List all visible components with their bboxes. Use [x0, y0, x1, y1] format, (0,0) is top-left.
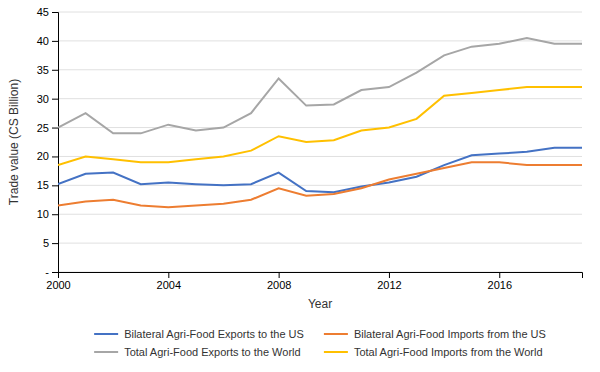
x-axis: 2000 2004 2008 2012 2016	[46, 272, 582, 291]
x-tick: 2008	[267, 272, 291, 291]
grid-line	[58, 214, 582, 215]
y-tick-mark	[52, 99, 58, 100]
grid-line	[58, 185, 582, 186]
x-tick-mark	[499, 272, 500, 278]
x-tick-mark	[389, 272, 390, 278]
y-tick-label: 40	[37, 35, 49, 47]
y-tick-label: -	[45, 266, 49, 278]
y-tick-mark	[52, 243, 58, 244]
x-axis-line	[59, 273, 583, 279]
x-tick: 2012	[377, 272, 401, 291]
y-axis: - 5 10 15 20 25 30 35 40 45	[37, 6, 59, 278]
y-tick-label: 25	[37, 122, 49, 134]
legend: Bilateral Agri-Food Exports to the US Bil…	[94, 328, 546, 358]
legend-item: Total Agri-Food Imports from the World	[324, 346, 543, 358]
grid	[58, 12, 582, 272]
legend-label: Bilateral Agri-Food Imports from the US	[354, 328, 546, 340]
y-tick-mark	[52, 41, 58, 42]
y-tick-mark	[52, 272, 58, 273]
grid-line	[58, 12, 582, 13]
x-tick-label: 2004	[157, 279, 181, 291]
y-axis-line	[52, 13, 59, 273]
y-tick-mark	[52, 156, 58, 157]
y-tick: 40	[37, 35, 58, 47]
y-tick: 25	[37, 122, 58, 134]
legend-item: Bilateral Agri-Food Imports from the US	[324, 328, 546, 340]
x-tick-mark	[279, 272, 280, 278]
y-axis-title: Trade value (CS Billion)	[7, 79, 21, 205]
grid-line	[58, 156, 582, 157]
y-tick: 20	[37, 150, 58, 162]
legend-item: Bilateral Agri-Food Exports to the US	[94, 328, 304, 340]
y-tick-label: 20	[37, 150, 49, 162]
y-tick-label: 10	[37, 208, 49, 220]
grid-line	[58, 127, 582, 128]
legend-label: Total Agri-Food Exports to the World	[124, 346, 301, 358]
y-tick-mark	[52, 70, 58, 71]
legend-item: Total Agri-Food Exports to the World	[94, 346, 301, 358]
y-tick: 10	[37, 208, 58, 220]
y-tick-label: 35	[37, 64, 49, 76]
legend-swatch	[324, 351, 348, 353]
series-line	[58, 148, 582, 192]
x-tick-mark	[168, 272, 169, 278]
grid-line	[58, 243, 582, 244]
x-tick-label: 2000	[46, 279, 70, 291]
grid-line	[58, 69, 582, 70]
chart: 2000 2004 2008 2012 2016 - 5 10 15 20 25 30 35 40 45 Ye…	[0, 0, 600, 372]
y-tick: 15	[37, 179, 58, 191]
plot: 2000 2004 2008 2012 2016 - 5 10 15 20 25 30 35 40 45 Ye…	[7, 6, 583, 311]
y-tick-mark	[52, 128, 58, 129]
y-tick-label: 30	[37, 93, 49, 105]
lines	[58, 38, 582, 207]
y-tick-mark	[52, 12, 58, 13]
y-tick-label: 15	[37, 179, 49, 191]
series-line	[58, 87, 582, 165]
legend-label: Bilateral Agri-Food Exports to the US	[124, 328, 304, 340]
y-tick: 30	[37, 93, 58, 105]
y-tick: -	[45, 266, 58, 278]
x-tick: 2000	[46, 272, 70, 291]
y-tick: 35	[37, 64, 58, 76]
legend-label: Total Agri-Food Imports from the World	[354, 346, 543, 358]
y-tick-label: 45	[37, 6, 49, 18]
x-tick: 2004	[157, 272, 181, 291]
legend-swatch	[324, 333, 348, 335]
x-tick-label: 2012	[377, 279, 401, 291]
x-axis-title: Year	[308, 297, 332, 311]
grid-line	[58, 98, 582, 99]
grid-line	[58, 40, 582, 41]
x-tick-label: 2016	[488, 279, 512, 291]
legend-swatch	[94, 333, 118, 335]
x-tick-label: 2008	[267, 279, 291, 291]
y-tick: 5	[43, 237, 58, 249]
y-tick-mark	[52, 185, 58, 186]
x-tick: 2016	[488, 272, 512, 291]
legend-swatch	[94, 351, 118, 353]
series-line	[58, 38, 582, 133]
y-tick: 45	[37, 6, 58, 18]
y-tick-mark	[52, 214, 58, 215]
y-tick-label: 5	[43, 237, 49, 249]
series-line	[58, 162, 582, 207]
